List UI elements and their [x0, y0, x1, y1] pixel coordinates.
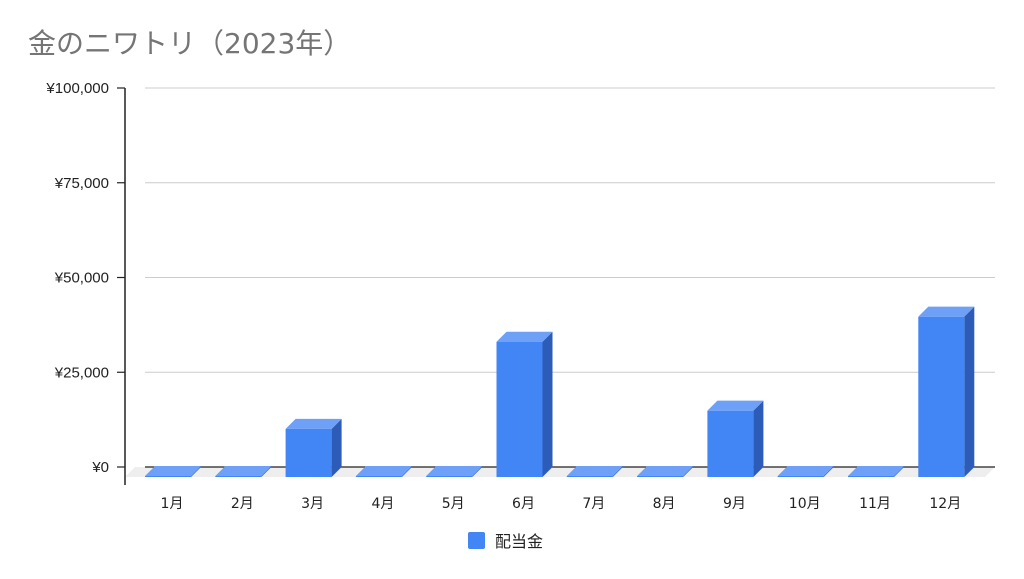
- legend: 配当金: [468, 528, 543, 552]
- bar-top: [777, 466, 834, 476]
- x-tick-label: 11月: [859, 496, 891, 512]
- bar-front: [848, 476, 894, 477]
- bar-top: [215, 466, 272, 476]
- bar-front: [355, 476, 402, 477]
- bar-side: [542, 331, 553, 477]
- bar-top: [848, 466, 904, 476]
- x-tick-label: 7月: [582, 496, 605, 512]
- chart-floor: [125, 467, 995, 477]
- x-tick-label: 8月: [653, 496, 676, 512]
- bar-10月: [777, 466, 834, 477]
- y-tick-label: ¥100,000: [45, 80, 109, 97]
- x-tick-label: 9月: [723, 496, 746, 512]
- bar-9月: [707, 400, 764, 477]
- x-tick-label: 6月: [512, 496, 535, 512]
- bar-front: [145, 476, 191, 477]
- bar-front: [777, 476, 824, 477]
- bar-2月: [215, 466, 272, 477]
- bar-top: [426, 466, 483, 476]
- bar-front: [918, 316, 965, 477]
- bar-front: [566, 476, 613, 477]
- bar-top: [355, 466, 412, 476]
- legend-swatch: [468, 531, 485, 549]
- bar-side: [401, 466, 412, 477]
- bar-top: [707, 400, 764, 411]
- x-tick-label: 1月: [161, 496, 184, 512]
- bar-front: [707, 410, 754, 477]
- bar-side: [331, 418, 342, 477]
- bar-top: [918, 306, 975, 317]
- bar-side: [823, 466, 834, 477]
- bar-side: [683, 466, 694, 477]
- y-tick-label: ¥50,000: [54, 270, 109, 287]
- x-tick-label: 4月: [371, 496, 394, 512]
- bar-top: [285, 418, 342, 429]
- bar-front: [426, 476, 473, 477]
- bar-side: [261, 466, 272, 477]
- bar-6月: [496, 331, 553, 477]
- bar-8月: [637, 466, 694, 477]
- bar-top: [637, 466, 694, 476]
- bar-side: [191, 466, 201, 477]
- bar-front: [285, 428, 332, 477]
- bar-side: [964, 306, 975, 477]
- x-tick-label: 10月: [789, 496, 821, 512]
- bar-top: [566, 466, 623, 476]
- bar-12月: [918, 306, 975, 477]
- bar-top: [496, 331, 553, 342]
- bar-top: [145, 466, 201, 476]
- bar-side: [612, 466, 623, 477]
- bar-7月: [566, 466, 623, 477]
- bar-4月: [355, 466, 412, 477]
- y-tick-label: ¥25,000: [54, 364, 109, 381]
- x-tick-label: 3月: [301, 496, 324, 512]
- bar-side: [753, 400, 764, 477]
- bar-1月: [145, 466, 201, 477]
- chart-title: 金のニワトリ（2023年）: [28, 27, 352, 60]
- y-tick-label: ¥0: [91, 459, 109, 476]
- bar-front: [496, 341, 543, 477]
- bar-front: [215, 476, 262, 477]
- x-tick-label: 5月: [442, 496, 465, 512]
- bar-front: [637, 476, 684, 477]
- legend-label: 配当金: [495, 532, 544, 551]
- bar-5月: [426, 466, 483, 477]
- x-tick-label: 12月: [929, 496, 961, 512]
- bar-3月: [285, 418, 342, 477]
- bar-side: [894, 466, 904, 477]
- bar-11月: [848, 466, 904, 477]
- bar-side: [472, 466, 483, 477]
- x-tick-label: 2月: [231, 496, 254, 512]
- y-tick-label: ¥75,000: [54, 175, 109, 192]
